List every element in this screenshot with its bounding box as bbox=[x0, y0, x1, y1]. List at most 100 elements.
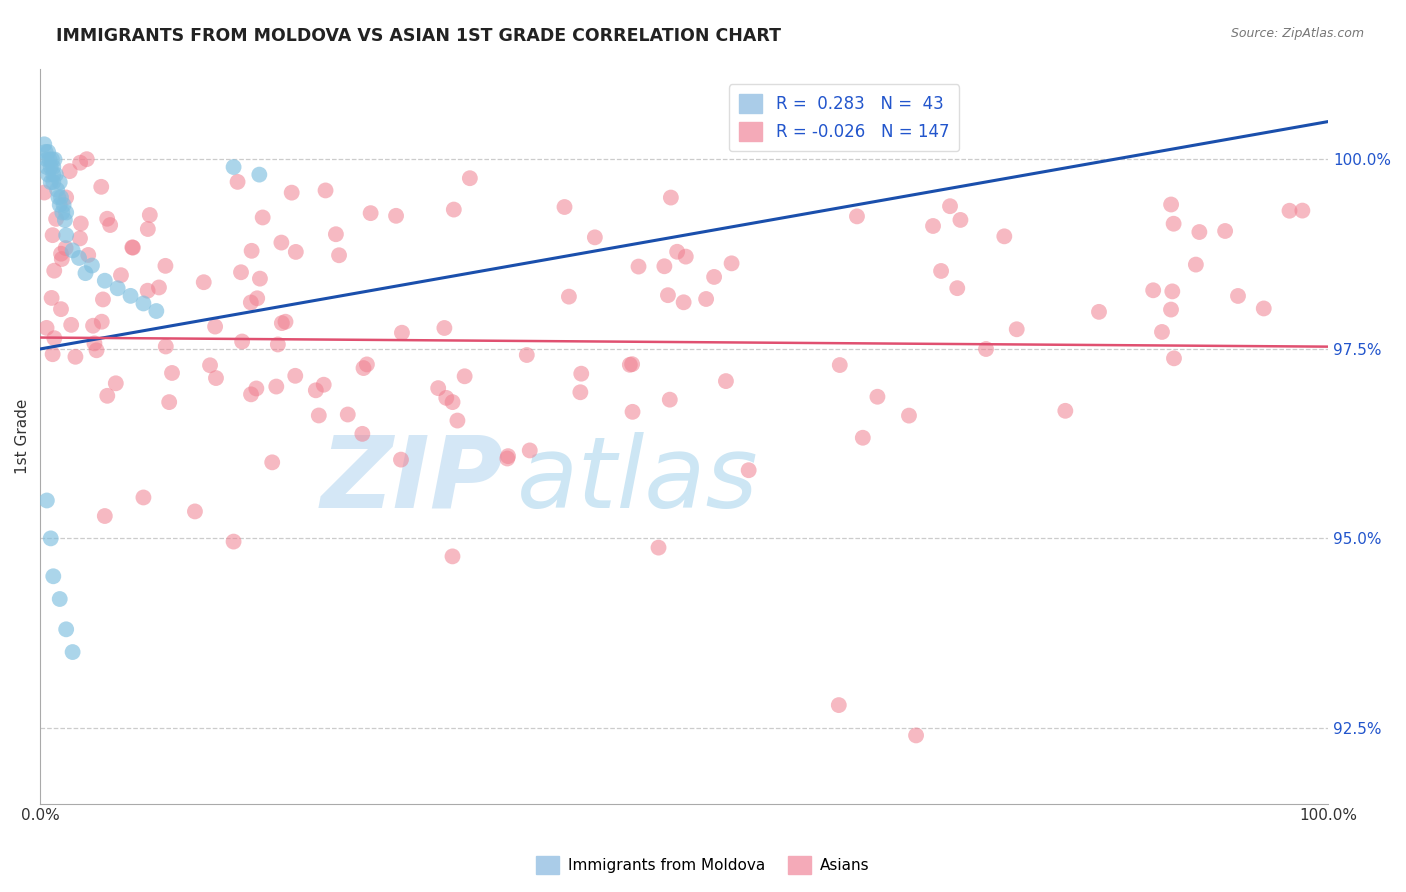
Point bbox=[391, 326, 413, 340]
Point bbox=[90, 315, 112, 329]
Point bbox=[852, 431, 875, 445]
Point bbox=[1088, 305, 1111, 319]
Point bbox=[96, 389, 118, 403]
Point bbox=[62, 244, 84, 258]
Point bbox=[516, 348, 538, 362]
Point bbox=[42, 175, 65, 189]
Point bbox=[946, 281, 969, 295]
Point bbox=[49, 190, 72, 204]
Point bbox=[240, 387, 263, 401]
Point bbox=[240, 244, 263, 258]
Point bbox=[828, 698, 851, 712]
Legend: R =  0.283   N =  43, R = -0.026   N = 147: R = 0.283 N = 43, R = -0.026 N = 147 bbox=[730, 84, 959, 151]
Point bbox=[155, 339, 177, 353]
Point bbox=[336, 408, 359, 422]
Point bbox=[205, 371, 228, 385]
Point bbox=[458, 171, 481, 186]
Point bbox=[433, 321, 456, 335]
Point bbox=[48, 198, 70, 212]
Point bbox=[249, 271, 271, 285]
Point bbox=[83, 336, 105, 351]
Point bbox=[49, 302, 72, 317]
Point bbox=[675, 250, 697, 264]
Point bbox=[59, 164, 82, 178]
Point bbox=[441, 395, 464, 409]
Point bbox=[905, 728, 928, 742]
Point bbox=[714, 374, 737, 388]
Point bbox=[55, 228, 77, 243]
Point bbox=[60, 318, 83, 332]
Point bbox=[262, 455, 284, 469]
Point bbox=[231, 334, 253, 349]
Point bbox=[204, 319, 226, 334]
Point bbox=[453, 369, 475, 384]
Point bbox=[1161, 285, 1184, 299]
Point bbox=[1185, 258, 1208, 272]
Point bbox=[353, 361, 375, 376]
Point bbox=[69, 231, 91, 245]
Text: atlas: atlas bbox=[517, 432, 758, 529]
Point bbox=[846, 210, 869, 224]
Point bbox=[94, 508, 117, 523]
Point bbox=[48, 592, 70, 607]
Point bbox=[222, 160, 245, 174]
Point bbox=[44, 263, 66, 277]
Point bbox=[356, 358, 378, 372]
Point bbox=[69, 217, 91, 231]
Point bbox=[67, 251, 90, 265]
Point bbox=[80, 259, 103, 273]
Point bbox=[621, 405, 644, 419]
Point bbox=[104, 376, 127, 391]
Point bbox=[308, 409, 330, 423]
Point bbox=[434, 391, 457, 405]
Point bbox=[1163, 217, 1185, 231]
Point bbox=[939, 199, 962, 213]
Legend: Immigrants from Moldova, Asians: Immigrants from Moldova, Asians bbox=[530, 850, 876, 880]
Point bbox=[38, 153, 60, 167]
Point bbox=[226, 175, 249, 189]
Point bbox=[1142, 283, 1164, 297]
Point bbox=[48, 190, 70, 204]
Point bbox=[427, 381, 450, 395]
Point bbox=[107, 281, 129, 295]
Point bbox=[98, 218, 121, 232]
Point bbox=[49, 246, 72, 260]
Point bbox=[37, 145, 59, 159]
Point bbox=[110, 268, 132, 283]
Point bbox=[132, 491, 155, 505]
Point bbox=[720, 256, 742, 270]
Point bbox=[160, 366, 183, 380]
Point bbox=[229, 265, 252, 279]
Point bbox=[1005, 322, 1028, 336]
Point bbox=[44, 153, 66, 167]
Point bbox=[654, 260, 676, 274]
Point bbox=[139, 208, 162, 222]
Point bbox=[385, 209, 408, 223]
Point bbox=[284, 244, 307, 259]
Point bbox=[148, 280, 170, 294]
Point bbox=[695, 292, 717, 306]
Point bbox=[496, 451, 519, 466]
Point bbox=[1253, 301, 1275, 316]
Point bbox=[284, 368, 307, 383]
Point bbox=[44, 331, 66, 345]
Point bbox=[37, 168, 59, 182]
Point bbox=[659, 190, 682, 204]
Point bbox=[91, 293, 114, 307]
Point bbox=[35, 153, 58, 167]
Point bbox=[1188, 225, 1211, 239]
Point bbox=[42, 168, 65, 182]
Point bbox=[42, 160, 65, 174]
Point bbox=[898, 409, 921, 423]
Point bbox=[1160, 197, 1182, 211]
Point bbox=[65, 350, 87, 364]
Point bbox=[39, 175, 62, 189]
Point bbox=[619, 358, 641, 372]
Point bbox=[828, 358, 851, 372]
Point bbox=[569, 367, 592, 381]
Point bbox=[352, 426, 374, 441]
Point bbox=[558, 290, 581, 304]
Point bbox=[77, 248, 100, 262]
Point bbox=[39, 532, 62, 546]
Point bbox=[949, 213, 972, 227]
